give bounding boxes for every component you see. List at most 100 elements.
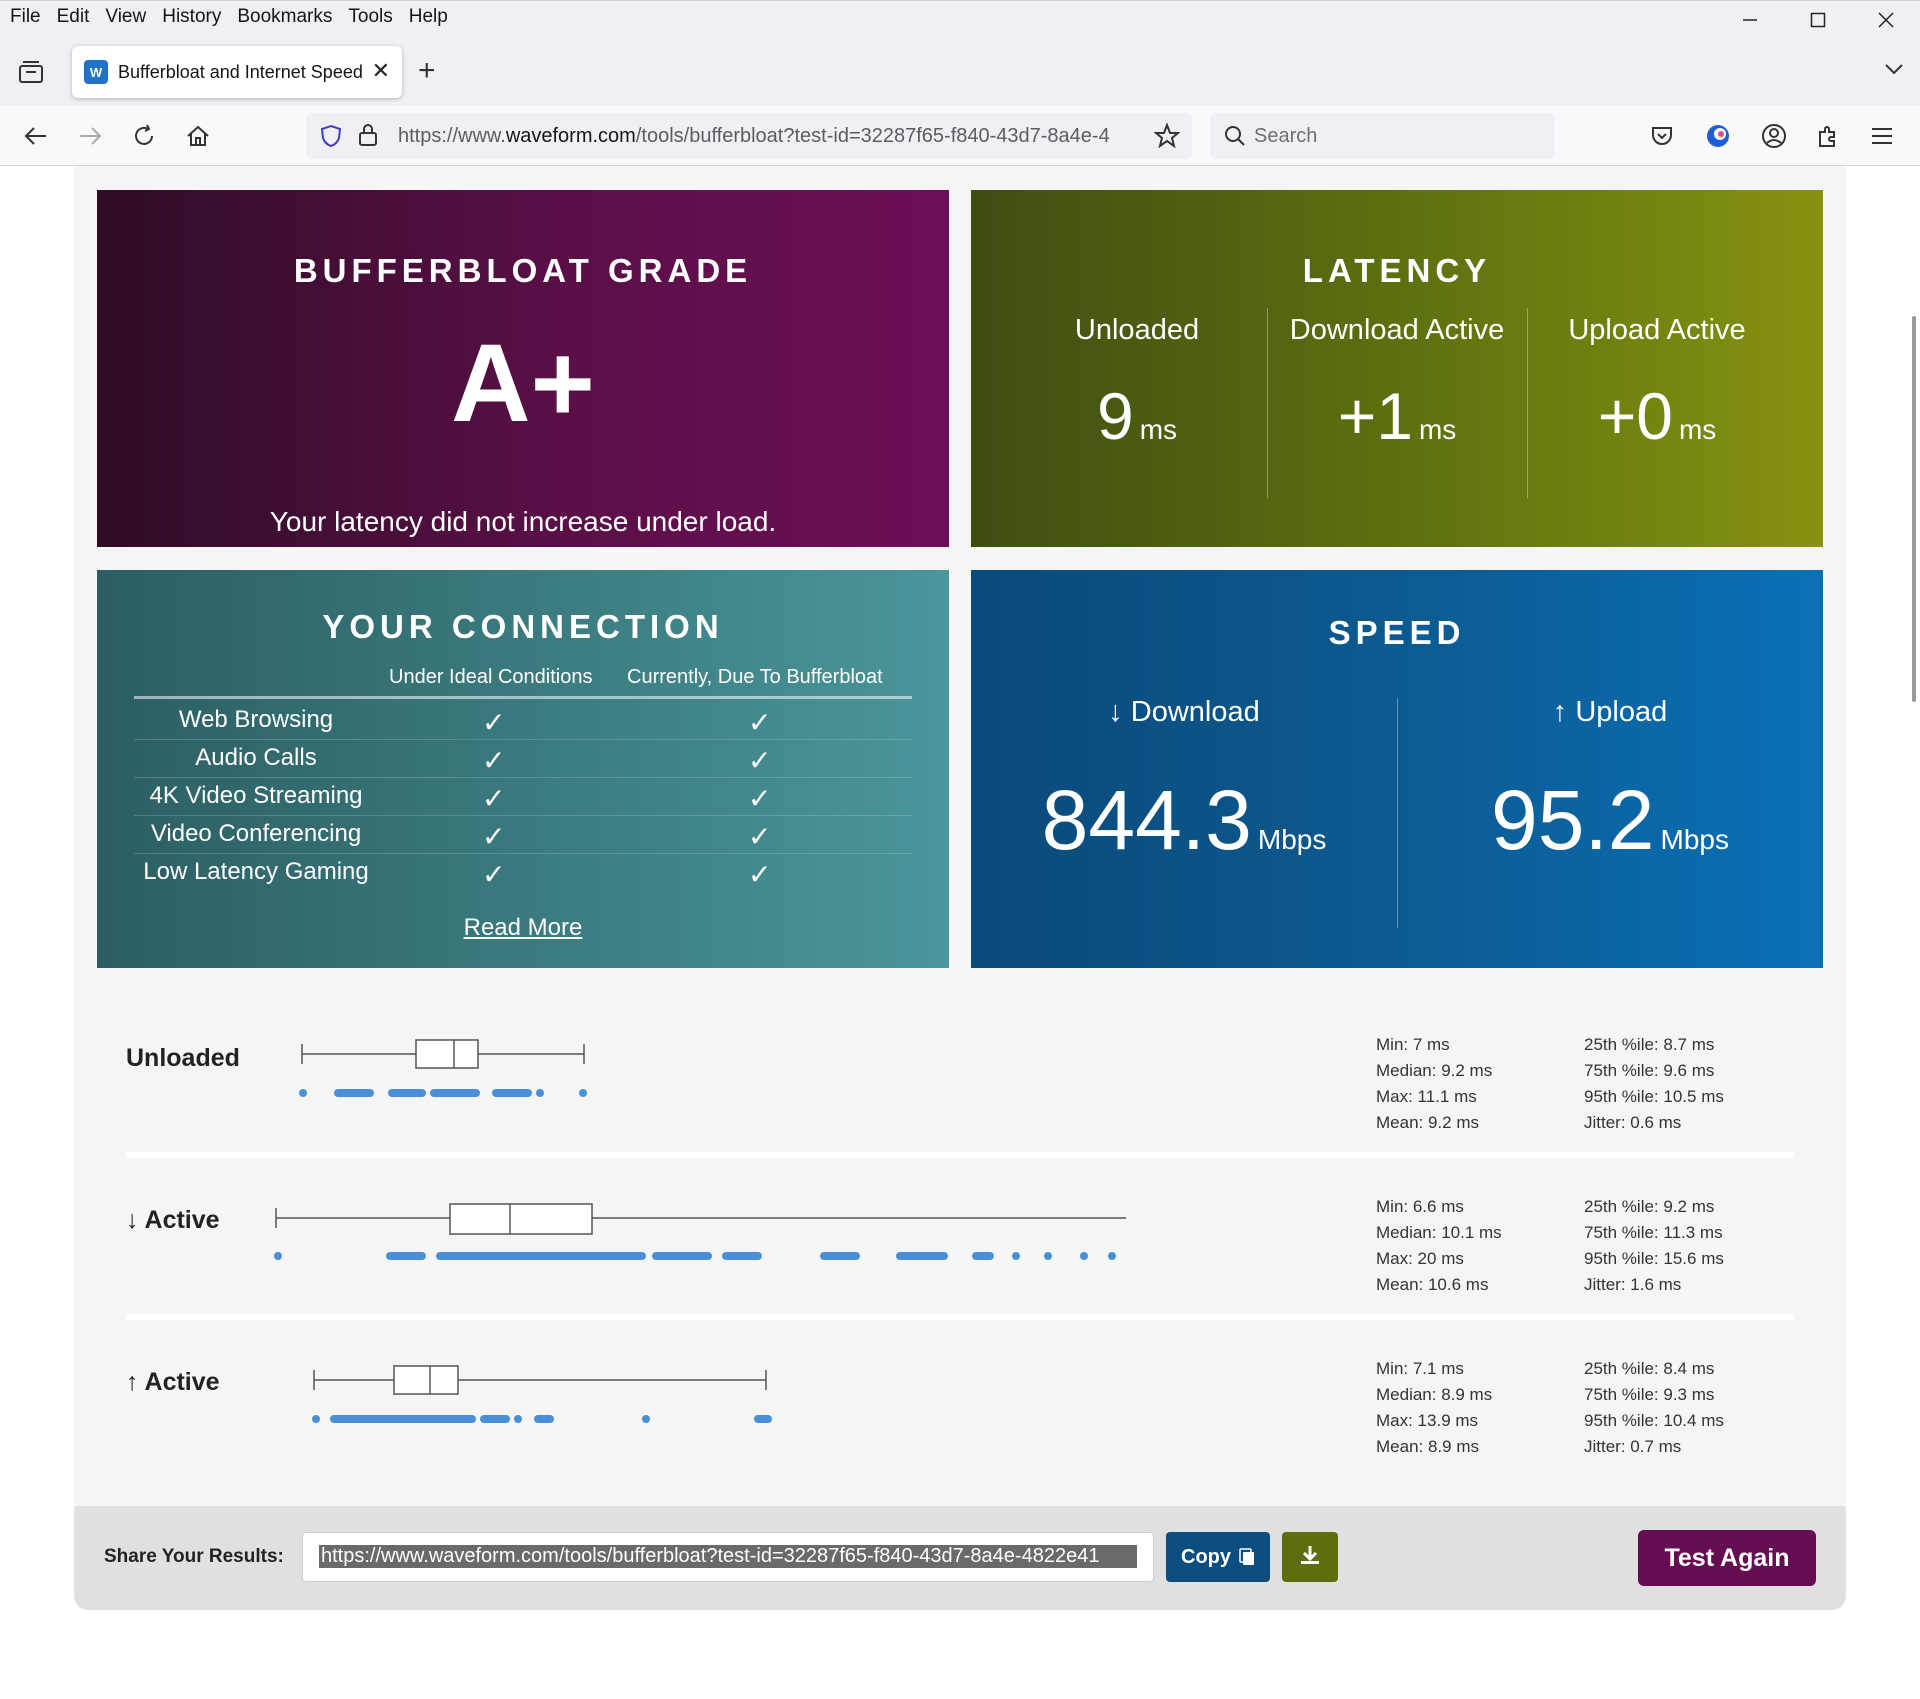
share-bar: Share Your Results: https://www.waveform… <box>74 1506 1846 1610</box>
table-row: Audio Calls ✓ ✓ <box>134 740 912 778</box>
stats-col-2: 25th %ile: 8.4 ms 75th %ile: 9.3 ms 95th… <box>1584 1356 1724 1460</box>
stat-min: Min: 7 ms <box>1376 1035 1450 1054</box>
back-icon[interactable] <box>18 118 54 154</box>
check-icon: ✓ <box>482 745 506 776</box>
stats-row-download-active: ↓ Active Min: 6.6 ms <box>126 1174 1794 1334</box>
read-more-link[interactable]: Read More <box>463 914 583 941</box>
check-icon: ✓ <box>482 821 506 852</box>
speed-divider <box>1397 698 1398 928</box>
stats-label: ↓ Active <box>126 1206 220 1234</box>
tab-bufferbloat[interactable]: W Bufferbloat and Internet Speed ✕ <box>72 46 402 98</box>
lock-icon[interactable] <box>358 123 378 152</box>
download-value: 844.3 Mbps <box>971 775 1397 885</box>
check-icon: ✓ <box>748 745 772 776</box>
grade-description: Your latency did not increase under load… <box>269 506 777 537</box>
connection-card: YOUR CONNECTION Under Ideal Conditions C… <box>97 570 949 968</box>
menu-history[interactable]: History <box>162 5 222 27</box>
use-case-label: Web Browsing <box>178 706 334 733</box>
stat-p95: 95th %ile: 10.4 ms <box>1584 1411 1724 1430</box>
stats-label: ↑ Active <box>126 1368 220 1396</box>
chevron-down-icon[interactable] <box>1884 58 1904 81</box>
reload-icon[interactable] <box>126 118 162 154</box>
stat-max: Max: 20 ms <box>1376 1249 1464 1268</box>
stat-min: Min: 6.6 ms <box>1376 1197 1464 1216</box>
menu-tools[interactable]: Tools <box>348 5 393 27</box>
download-button[interactable] <box>1282 1532 1338 1582</box>
search-bar[interactable]: Search <box>1210 113 1554 159</box>
stats-separator <box>126 1152 1794 1158</box>
menu-bookmarks[interactable]: Bookmarks <box>237 5 333 27</box>
pocket-icon[interactable] <box>1646 120 1678 152</box>
menu-edit[interactable]: Edit <box>56 5 90 27</box>
stat-median: Median: 9.2 ms <box>1376 1061 1493 1080</box>
speed-upload: ↑ Upload 95.2 Mbps <box>1397 696 1823 885</box>
share-label: Share Your Results: <box>104 1546 284 1567</box>
waveform-favicon-icon: W <box>84 60 108 84</box>
header-rule <box>134 696 912 699</box>
check-icon: ✓ <box>748 707 772 738</box>
extension-globe-icon[interactable] <box>1702 120 1734 152</box>
forward-icon[interactable] <box>72 118 108 154</box>
test-again-button[interactable]: Test Again <box>1638 1530 1816 1586</box>
menu-help[interactable]: Help <box>408 5 448 27</box>
stat-min: Min: 7.1 ms <box>1376 1359 1464 1378</box>
url-bar[interactable]: https://www.waveform.com/tools/bufferblo… <box>306 113 1192 159</box>
hamburger-menu-icon[interactable] <box>1866 120 1898 152</box>
bookmark-star-icon[interactable] <box>1153 122 1181 154</box>
speed-title: SPEED <box>1328 614 1466 651</box>
use-case-label: Low Latency Gaming <box>143 858 369 885</box>
grade-value: A+ <box>451 322 595 445</box>
stat-median: Median: 8.9 ms <box>1376 1385 1493 1404</box>
connection-title: YOUR CONNECTION <box>322 608 724 645</box>
latency-upload-active: Upload Active +0 ms <box>1527 308 1787 498</box>
page-scrollbar[interactable] <box>1912 316 1916 702</box>
stat-p75: 75th %ile: 9.3 ms <box>1584 1385 1715 1404</box>
tab-list-icon[interactable] <box>14 57 48 87</box>
table-row: Web Browsing ✓ ✓ <box>134 702 912 740</box>
stats-col-2: 25th %ile: 8.7 ms 75th %ile: 9.6 ms 95th… <box>1584 1032 1724 1136</box>
stat-p95: 95th %ile: 15.6 ms <box>1584 1249 1724 1268</box>
close-window-icon[interactable] <box>1852 0 1920 40</box>
account-icon[interactable] <box>1758 120 1790 152</box>
latency-card: LATENCY Unloaded 9 ms Download Active +1 m… <box>971 190 1823 547</box>
stats-separator <box>126 1314 1794 1320</box>
latency-download-active: Download Active +1 ms <box>1267 308 1527 498</box>
latency-value: 9 ms <box>1007 377 1267 469</box>
extensions-puzzle-icon[interactable] <box>1812 120 1844 152</box>
menu-bar: File Edit View History Bookmarks Tools H… <box>0 0 1920 32</box>
download-number: 844.3 <box>1041 773 1252 867</box>
stat-max: Max: 11.1 ms <box>1376 1087 1477 1106</box>
search-input[interactable]: Search <box>1254 125 1318 147</box>
grade-title: BUFFERBLOAT GRADE <box>293 252 753 289</box>
tab-bar: W Bufferbloat and Internet Speed ✕ + <box>0 32 1920 106</box>
latency-unit: ms <box>1139 414 1178 445</box>
stat-jitter: Jitter: 0.7 ms <box>1584 1437 1682 1456</box>
copy-label: Copy <box>1181 1545 1231 1568</box>
url-text[interactable]: https://www.waveform.com/tools/bufferblo… <box>398 125 1142 148</box>
share-url-text[interactable]: https://www.waveform.com/tools/bufferblo… <box>319 1545 1137 1568</box>
stat-jitter: Jitter: 0.6 ms <box>1584 1113 1682 1132</box>
shield-icon[interactable] <box>320 124 342 153</box>
upload-label: ↑ Upload <box>1552 696 1668 728</box>
stat-mean: Mean: 10.6 ms <box>1376 1275 1489 1294</box>
close-tab-icon[interactable]: ✕ <box>371 58 390 83</box>
stat-mean: Mean: 9.2 ms <box>1376 1113 1479 1132</box>
latency-number: +1 <box>1337 379 1413 453</box>
stats-row-upload-active: ↑ Active Min: 7.1 ms Median: 8.9 ms Max:… <box>126 1336 1794 1496</box>
maximize-icon[interactable] <box>1784 0 1852 40</box>
copy-button[interactable]: Copy <box>1166 1532 1270 1582</box>
stat-mean: Mean: 8.9 ms <box>1376 1437 1479 1456</box>
check-icon: ✓ <box>748 783 772 814</box>
latency-number: 9 <box>1096 379 1134 453</box>
menu-file[interactable]: File <box>10 5 41 27</box>
minimize-icon[interactable] <box>1716 0 1784 40</box>
menu-view[interactable]: View <box>105 5 147 27</box>
latency-divider <box>1267 308 1268 498</box>
share-url-field[interactable]: https://www.waveform.com/tools/bufferblo… <box>302 1532 1154 1582</box>
check-icon: ✓ <box>748 821 772 852</box>
latency-unit: ms <box>1678 414 1717 445</box>
latency-label: Upload Active <box>1568 314 1746 346</box>
new-tab-icon[interactable]: + <box>418 54 436 87</box>
latency-unit: ms <box>1418 414 1457 445</box>
home-icon[interactable] <box>180 118 216 154</box>
